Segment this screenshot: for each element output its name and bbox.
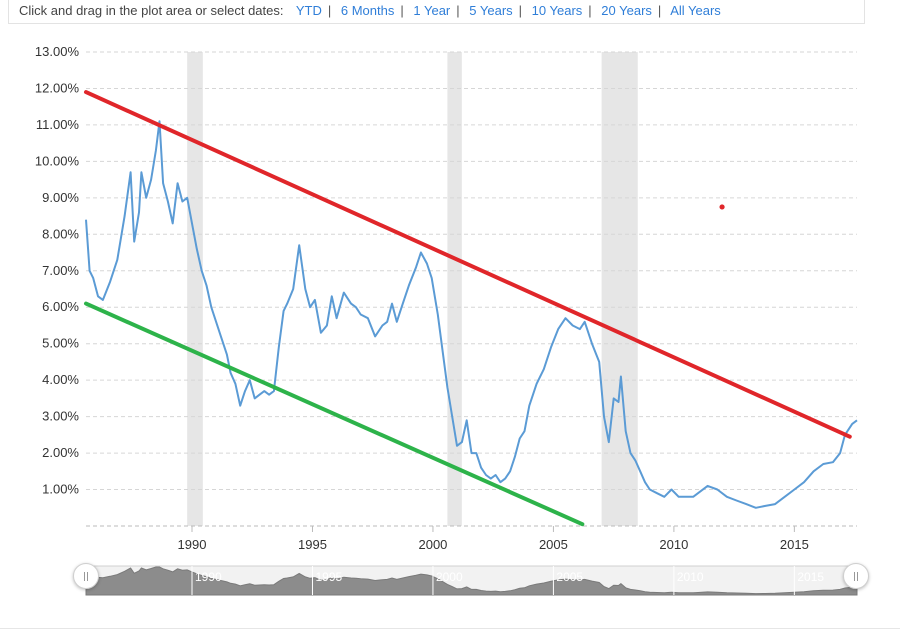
grip-icon <box>854 572 858 581</box>
rate-chart[interactable]: 1.00% 2.00% 3.00% 4.00% 5.00% 6.00% 7.00% 8.00%… <box>0 30 900 630</box>
navigator-series-area <box>85 566 858 596</box>
grid-lines <box>86 51 857 527</box>
y-tick-label: 6.00% <box>42 299 79 314</box>
y-tick-label: 9.00% <box>42 190 79 205</box>
range-separator: | <box>588 3 592 18</box>
y-tick-label: 7.00% <box>42 263 79 278</box>
series-line <box>85 120 858 509</box>
recession-band <box>187 52 203 526</box>
range-option-ytd[interactable]: YTD <box>295 3 322 18</box>
range-option-10-years[interactable]: 10 Years <box>531 3 583 18</box>
navigator-right-handle[interactable] <box>843 563 869 589</box>
x-tick-label: 2010 <box>659 537 688 552</box>
series-layer <box>85 120 858 509</box>
y-tick-label: 1.00% <box>42 482 79 497</box>
range-separator: | <box>657 3 662 18</box>
navigator-tick-label: 2000 <box>436 570 463 584</box>
y-tick-label: 13.00% <box>35 44 80 59</box>
range-selector-prompt: Click and drag in the plot area or selec… <box>19 3 284 18</box>
recession-band <box>447 52 462 526</box>
annotations <box>84 90 852 527</box>
bottom-divider <box>0 628 900 629</box>
range-option-1-year[interactable]: 1 Year <box>413 3 451 18</box>
navigator[interactable]: 1990 1995 2000 2005 2010 2015 <box>85 565 858 596</box>
range-separator: | <box>456 3 460 18</box>
recession-bands <box>187 52 638 526</box>
grip-icon <box>84 572 88 581</box>
y-axis-labels: 1.00% 2.00% 3.00% 4.00% 5.00% 6.00% 7.00% 8.00%… <box>35 44 80 497</box>
recession-band <box>601 52 638 526</box>
annotation-point <box>719 204 725 210</box>
navigator-tick-label: 2015 <box>797 570 824 584</box>
x-tick-label: 1990 <box>178 537 207 552</box>
range-option-all-years[interactable]: All Years <box>670 3 721 18</box>
range-separator: | <box>518 3 523 18</box>
x-tick-label: 2005 <box>539 537 568 552</box>
range-separator: | <box>400 3 404 18</box>
trendline <box>84 90 852 439</box>
navigator-tick-label: 2010 <box>677 570 704 584</box>
navigator-left-handle[interactable] <box>73 563 99 589</box>
range-selector: Click and drag in the plot area or selec… <box>8 0 865 24</box>
x-tick-label: 2000 <box>418 537 447 552</box>
range-option-20-years[interactable]: 20 Years <box>601 3 652 18</box>
y-tick-label: 10.00% <box>35 153 80 168</box>
navigator-tick-label: 1990 <box>195 570 222 584</box>
navigator-tick-label: 1995 <box>315 570 342 584</box>
y-tick-label: 8.00% <box>42 226 79 241</box>
x-tick-label: 2015 <box>780 537 809 552</box>
navigator-tick-label: 2005 <box>556 570 583 584</box>
y-tick-label: 12.00% <box>35 80 80 95</box>
y-tick-label: 4.00% <box>42 372 79 387</box>
range-option-6-months[interactable]: 6 Months <box>340 3 395 18</box>
x-tick-label: 1995 <box>298 537 327 552</box>
y-tick-label: 2.00% <box>42 445 79 460</box>
y-tick-label: 3.00% <box>42 409 79 424</box>
range-separator: | <box>327 3 332 18</box>
y-tick-label: 5.00% <box>42 336 79 351</box>
range-option-5-years[interactable]: 5 Years <box>469 3 513 18</box>
x-axis-labels: 1990 1995 2000 2005 2010 2015 <box>178 526 809 552</box>
trendline <box>84 301 585 527</box>
y-tick-label: 11.00% <box>36 117 80 132</box>
